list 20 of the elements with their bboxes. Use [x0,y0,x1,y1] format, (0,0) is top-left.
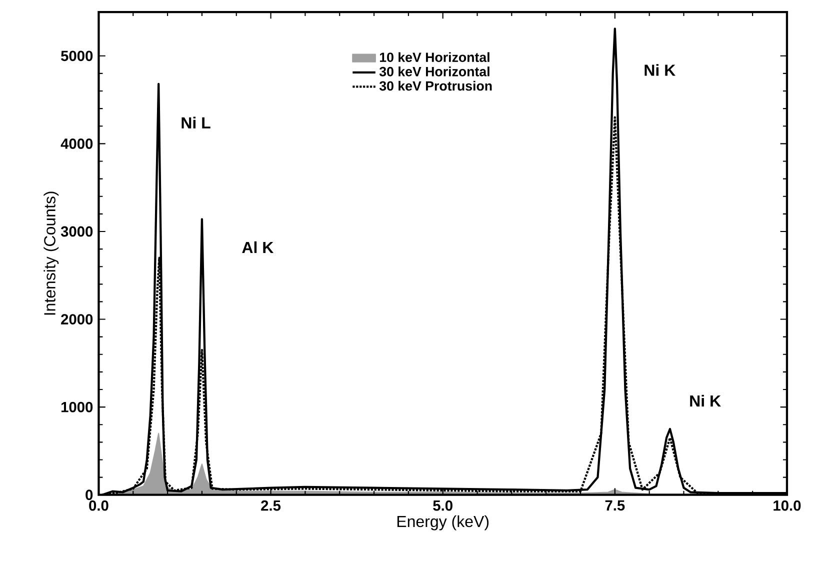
annotation: Ni K [690,394,721,406]
y-tick-label: 1000 [61,402,93,412]
y-tick-label: 3000 [60,226,93,237]
y-tick-label: 4000 [60,138,93,149]
y-tick-label: 0 [86,490,93,500]
annotation: Al K [242,241,274,253]
x-tick-label: 7.5 [605,500,625,510]
y-tick-label: 5000 [61,50,93,61]
legend-label: 30 keV Horizontal [379,66,490,76]
x-tick-label: 0.0 [89,500,108,511]
y-tick-label: 2000 [61,314,93,324]
legend-label: 30 keV Protrusion [379,80,492,91]
x-tick-label: 2.5 [261,500,281,511]
x-tick-label: 5.0 [433,500,452,511]
x-tick-label: 10.0 [774,500,801,511]
annotation: Ni L [182,116,210,128]
legend-label: 10 keV Horizontal [380,52,490,62]
annotation: Ni K [644,64,676,76]
x-axis-title: Energy (keV) [397,515,489,530]
y-axis-title: Intensity (Counts) [44,192,59,315]
